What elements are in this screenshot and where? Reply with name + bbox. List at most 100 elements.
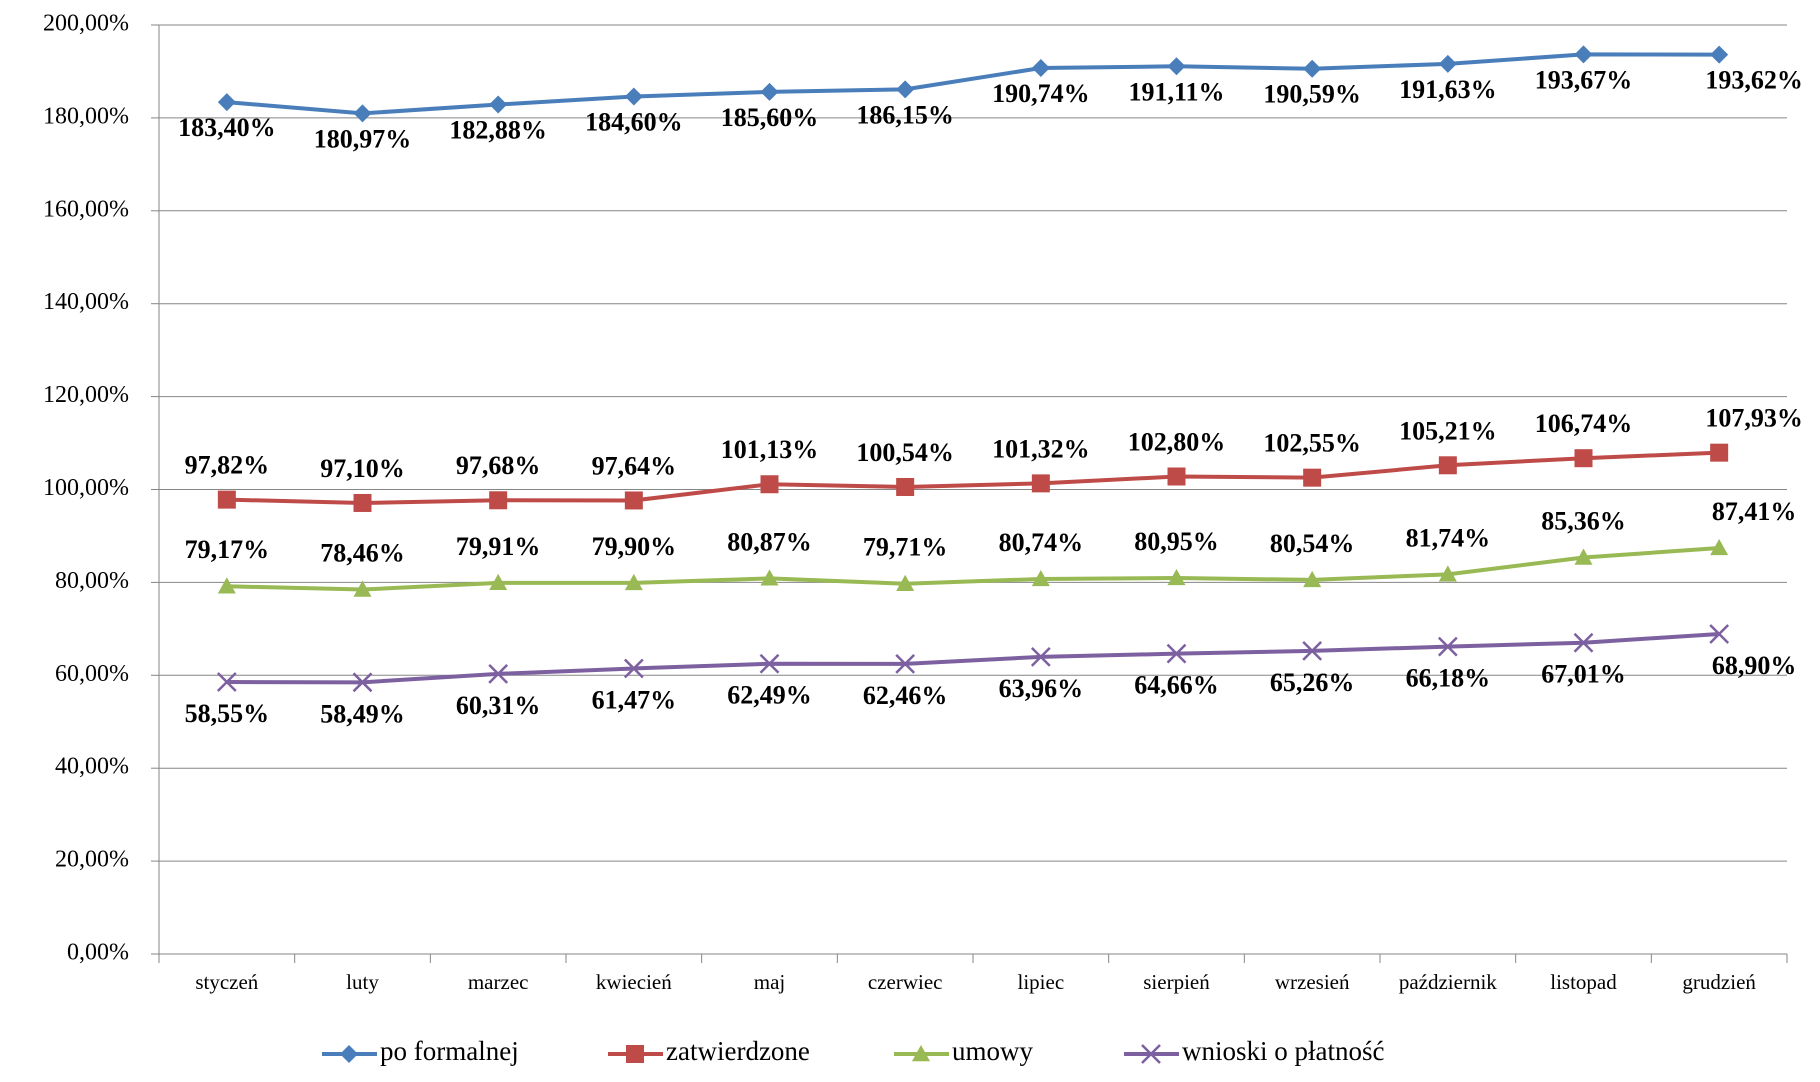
point [1031,474,1050,493]
point [623,658,644,679]
point [353,104,372,123]
data-label: 193,62% [1705,66,1803,95]
y-tick-label: 160,00% [43,196,129,222]
point [1438,565,1457,582]
point [1574,449,1593,468]
x-tick-label: czerwiec [868,970,943,994]
data-label: 193,67% [1535,65,1633,94]
legend-marker [626,1045,644,1063]
point [1303,59,1322,78]
point [1710,538,1729,556]
data-label: 184,60% [585,108,683,137]
legend-label: zatwierdzone [666,1036,810,1066]
point [1574,45,1593,64]
point [896,80,915,99]
data-label: 97,68% [456,451,541,480]
y-tick-label: 180,00% [43,103,129,129]
data-label: 182,88% [449,115,547,144]
data-label: 106,74% [1535,409,1633,438]
data-label: 191,11% [1128,77,1224,106]
data-label: 102,80% [1128,427,1226,456]
data-label: 97,82% [185,451,270,480]
point [760,82,779,101]
data-label: 65,26% [1270,668,1355,697]
point [760,475,779,494]
legend-label: wnioski o płatność [1182,1036,1385,1066]
point [1573,632,1594,653]
data-label: 80,74% [999,528,1084,557]
point [488,663,509,684]
point [353,580,372,597]
y-tick-label: 0,00% [67,940,129,966]
data-label: 79,17% [185,535,270,564]
point [1302,640,1323,661]
x-tick-label: marzec [468,970,529,994]
legend-marker [1141,1044,1161,1064]
point [1167,568,1186,586]
series-line [226,631,1720,685]
data-label: 66,18% [1406,664,1491,693]
point [1031,569,1050,587]
data-label: 105,21% [1399,416,1497,445]
data-label: 80,95% [1134,527,1219,556]
data-label: 62,46% [863,681,948,710]
point [1303,570,1322,588]
data-label: 80,87% [727,527,812,556]
x-tick-label: maj [754,970,786,994]
x-tick-label: wrzesień [1275,970,1350,994]
point [1166,643,1187,664]
point [1437,636,1458,657]
y-tick-label: 140,00% [43,289,129,315]
legend-marker [340,1045,358,1063]
legend-label: po formalnej [380,1036,519,1066]
x-tick-label: styczeń [195,970,258,994]
data-label: 79,71% [863,533,948,562]
point [1167,57,1186,76]
data-label: 102,55% [1263,429,1361,458]
point [352,672,373,693]
data-label: 97,64% [592,451,677,480]
data-label: 60,31% [456,691,541,720]
data-label: 190,74% [992,79,1090,108]
data-label: 180,97% [314,124,412,153]
x-tick-label: grudzień [1682,970,1756,994]
y-tick-label: 80,00% [55,568,129,594]
data-label: 63,96% [999,674,1084,703]
x-tick-label: sierpień [1143,970,1210,994]
data-label: 85,36% [1541,506,1626,535]
point [353,493,372,512]
point [1710,443,1729,462]
y-tick-label: 100,00% [43,475,129,501]
point [1709,624,1730,644]
x-tick-label: listopad [1550,970,1617,994]
data-label: 107,93% [1705,404,1803,433]
point [1167,467,1186,486]
data-label: 81,74% [1406,523,1491,552]
data-label: 186,15% [856,100,954,129]
x-tick-label: październik [1399,970,1497,994]
data-label: 61,47% [592,685,677,714]
point [217,93,236,112]
data-label: 58,55% [185,699,270,728]
point [895,653,916,674]
data-label: 64,66% [1134,671,1219,700]
point [896,574,915,591]
y-tick-label: 200,00% [43,11,129,37]
data-label: 79,91% [456,532,541,561]
data-label: 87,41% [1712,497,1797,526]
y-tick-label: 40,00% [55,754,129,780]
point [1710,45,1729,64]
point [1574,548,1593,565]
point [489,573,508,591]
y-tick-label: 60,00% [55,661,129,687]
data-label: 67,01% [1541,660,1626,689]
data-label: 101,13% [721,435,819,464]
point [896,477,915,496]
data-label: 100,54% [856,438,954,467]
x-tick-label: luty [346,970,379,994]
data-label: 183,40% [178,113,276,142]
series-line [226,52,1720,116]
point [624,491,643,510]
y-tick-label: 120,00% [43,382,129,408]
